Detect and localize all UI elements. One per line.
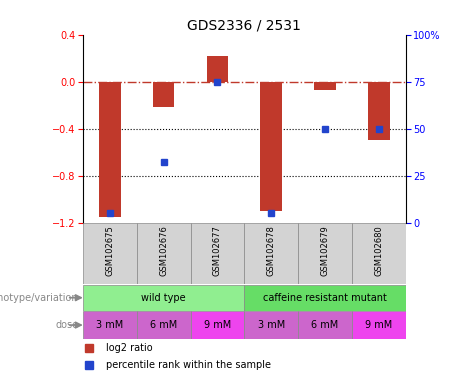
Text: 6 mM: 6 mM bbox=[150, 320, 177, 330]
Text: caffeine resistant mutant: caffeine resistant mutant bbox=[263, 293, 387, 303]
Text: 9 mM: 9 mM bbox=[365, 320, 392, 330]
Bar bbox=[244, 311, 298, 339]
Text: 6 mM: 6 mM bbox=[311, 320, 339, 330]
Bar bbox=[190, 222, 244, 284]
Bar bbox=[244, 222, 298, 284]
Bar bbox=[298, 311, 352, 339]
Text: wild type: wild type bbox=[142, 293, 186, 303]
Title: GDS2336 / 2531: GDS2336 / 2531 bbox=[187, 18, 301, 32]
Text: GSM102675: GSM102675 bbox=[106, 226, 114, 276]
Bar bbox=[352, 222, 406, 284]
Text: percentile rank within the sample: percentile rank within the sample bbox=[106, 360, 271, 370]
Text: 3 mM: 3 mM bbox=[96, 320, 124, 330]
Bar bbox=[99, 81, 121, 217]
Bar bbox=[153, 81, 174, 108]
Bar bbox=[298, 222, 352, 284]
Text: GSM102680: GSM102680 bbox=[374, 226, 383, 276]
Text: GSM102676: GSM102676 bbox=[159, 226, 168, 276]
Text: 9 mM: 9 mM bbox=[204, 320, 231, 330]
Text: genotype/variation: genotype/variation bbox=[0, 293, 78, 303]
Text: GSM102677: GSM102677 bbox=[213, 226, 222, 276]
Bar bbox=[137, 222, 190, 284]
Bar bbox=[368, 81, 390, 140]
Bar bbox=[83, 222, 137, 284]
Bar bbox=[314, 81, 336, 90]
Bar bbox=[83, 311, 137, 339]
Bar bbox=[244, 285, 406, 311]
Bar bbox=[207, 56, 228, 81]
Bar bbox=[83, 285, 244, 311]
Bar bbox=[352, 311, 406, 339]
Text: 3 mM: 3 mM bbox=[258, 320, 285, 330]
Text: GSM102679: GSM102679 bbox=[320, 226, 330, 276]
Bar bbox=[137, 311, 190, 339]
Bar bbox=[190, 311, 244, 339]
Text: GSM102678: GSM102678 bbox=[267, 226, 276, 276]
Text: dose: dose bbox=[55, 320, 78, 330]
Text: log2 ratio: log2 ratio bbox=[106, 343, 152, 353]
Bar bbox=[260, 81, 282, 211]
